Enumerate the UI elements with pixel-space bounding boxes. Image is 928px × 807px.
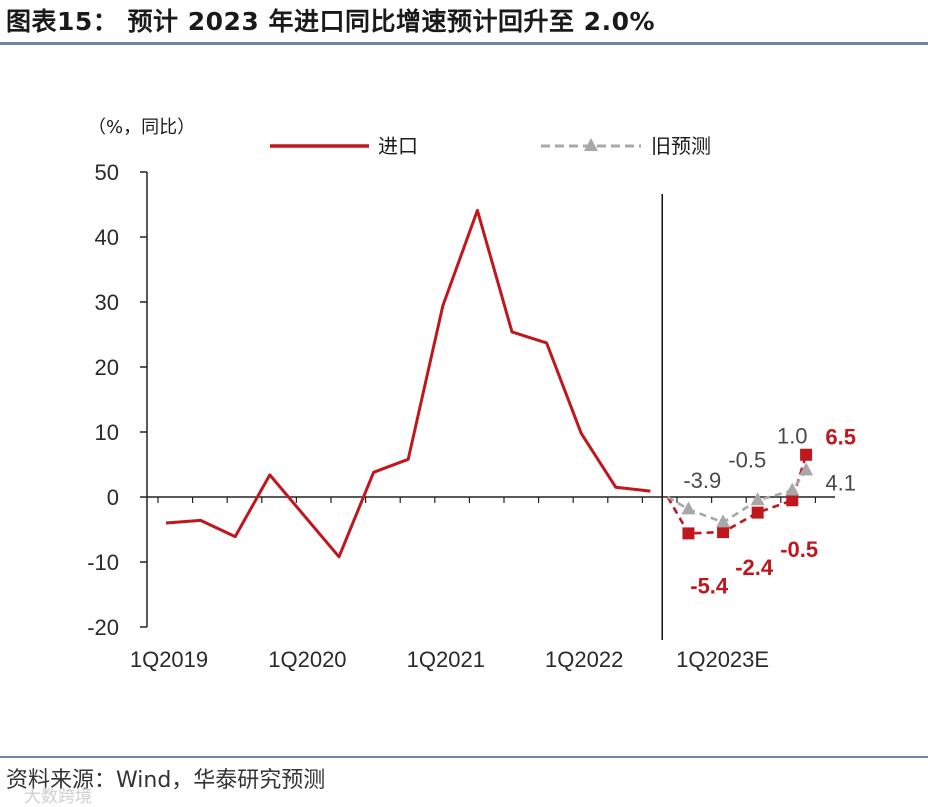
axes: -20 -10 0 10 20 30 40 50 1Q2019 1Q2020 1Q2021 1Q202… [87,160,835,672]
data-label: 6.5 [825,425,856,450]
y-tick-label: -10 [87,550,119,575]
watermark: 大数跨境 [24,787,92,807]
y-tick-label: 30 [95,290,119,315]
chart-title: 图表15： 预计 2023 年进口同比增速预计回升至 2.0% [6,7,656,36]
old-forecast-triangle-marker [681,501,696,515]
legend-label-actual: 进口 [378,134,418,158]
data-label: -0.5 [780,537,818,562]
data-label: 1.0 [777,423,808,448]
y-tick-label: 50 [95,160,119,185]
old-forecast-triangle-marker [716,514,731,528]
old-forecast-triangle-marker [799,462,814,476]
y-tick-label: 10 [95,420,119,445]
x-tick-label: 1Q2022 [545,647,623,672]
source-rule [0,756,928,758]
forecast-square-marker [751,506,764,519]
data-label: 4.1 [825,471,856,496]
title-rule [0,42,928,45]
x-tick-label: 1Q2020 [268,647,346,672]
forecast-square-marker [800,448,813,461]
y-tick-label: 0 [107,485,119,510]
y-tick-label: -20 [87,615,119,640]
legend: 进口 旧预测 [270,134,711,158]
data-label: -0.5 [728,447,766,472]
forecast-square-marker [786,494,799,507]
y-tick-label: 20 [95,355,119,380]
series-line-actual [165,208,651,559]
import-growth-chart: -20 -10 0 10 20 30 40 50 1Q2019 1Q2020 1Q2021 1Q202… [87,117,856,672]
y-unit-label: （%，同比） [88,117,195,138]
x-tick-label: 1Q2019 [130,647,208,672]
data-label: -5.4 [690,573,729,598]
x-tick-label: 1Q2023E [676,647,769,672]
source-note: 资料来源：Wind，华泰研究预测 [6,768,326,793]
label-layer: （%，同比）-3.9-0.51.04.16.5-5.4-2.4-0.5 [88,117,856,598]
legend-triangle-marker [584,138,598,151]
legend-label-old-forecast: 旧预测 [651,134,711,158]
series-layer [165,208,814,559]
old-forecast-triangle-marker [750,492,765,506]
forecast-square-marker [682,527,695,540]
data-label: -3.9 [683,468,721,493]
old-forecast-triangle-marker [785,482,800,496]
data-label: -2.4 [735,555,774,580]
forecast-square-marker [717,526,730,539]
x-tick-label: 1Q2021 [407,647,485,672]
y-tick-label: 40 [95,225,119,250]
